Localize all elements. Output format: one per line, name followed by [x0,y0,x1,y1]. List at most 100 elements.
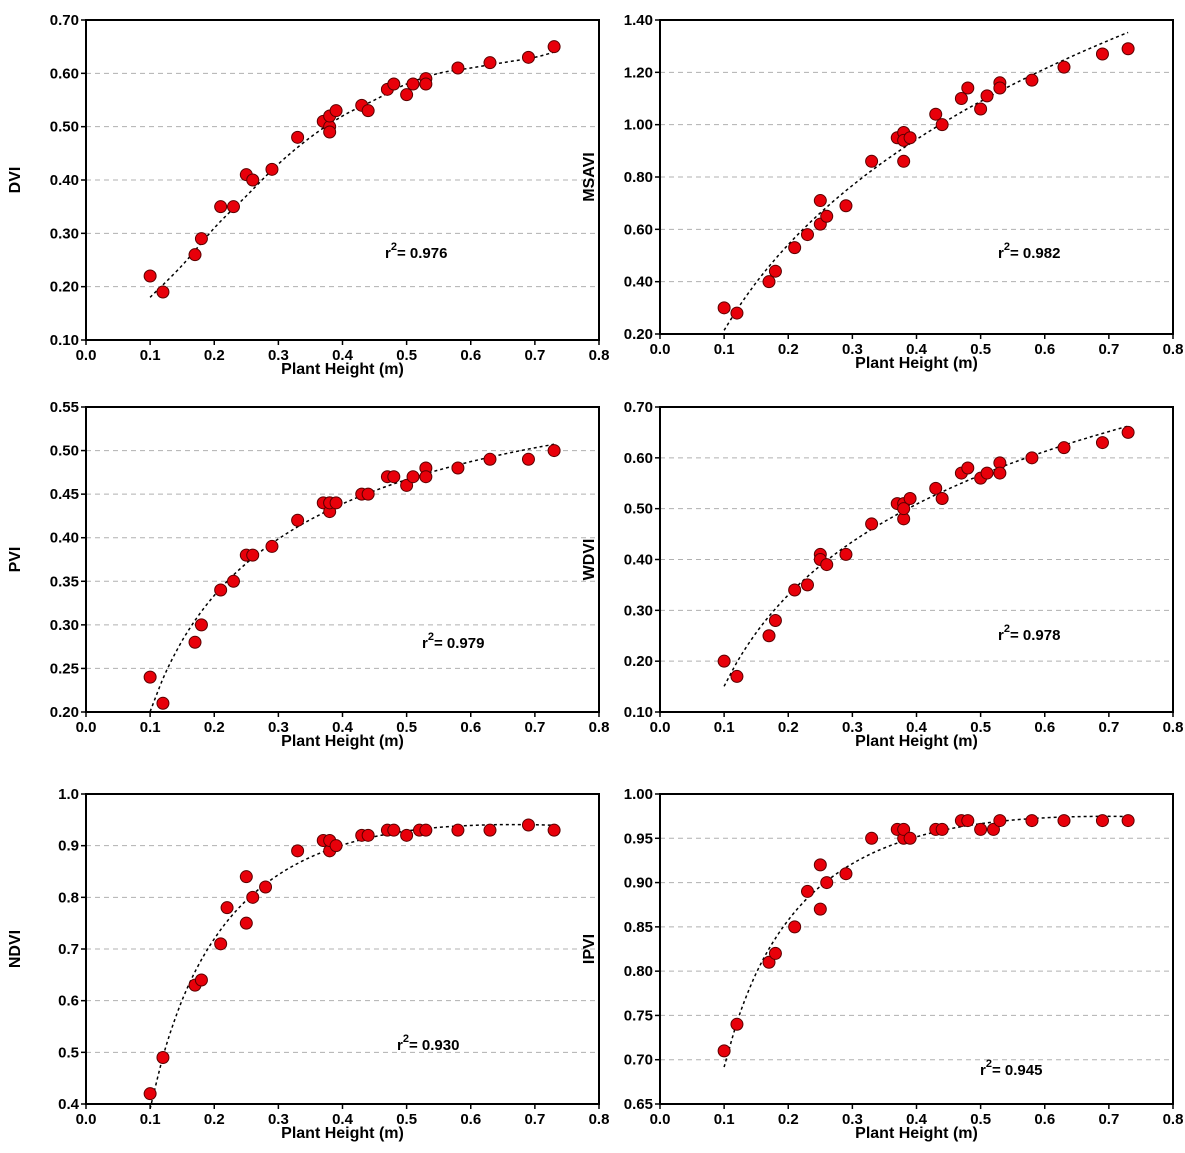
x-tick-label: 0.1 [714,719,735,736]
data-point [961,814,975,828]
data-point [265,162,279,176]
data-point [903,492,917,505]
y-tick-label: 0.30 [624,602,653,619]
data-point [730,1017,744,1031]
data-point [361,828,375,842]
data-point [419,823,433,837]
y-tick-label: 0.80 [624,963,653,980]
data-point [1095,814,1109,828]
r-squared-label: r2= 0.982 [998,241,1060,262]
data-point [419,77,433,91]
y-tick-label: 0.70 [624,1052,653,1069]
y-tick-label: 0.8 [58,889,79,906]
data-point [246,890,260,904]
fit-line [723,425,1129,687]
r-squared-value: = 0.945 [992,1062,1042,1079]
x-tick-label: 0.2 [778,1111,799,1128]
x-tick-label: 0.0 [76,347,97,364]
data-point [226,574,240,588]
data-point [768,614,782,627]
data-point [329,104,343,118]
r-squared-label: r2= 0.978 [998,623,1060,644]
x-tick-label: 0.2 [204,719,225,736]
x-axis-title: Plant Height (m) [281,361,404,378]
data-point [980,466,994,480]
chart-panel-msavi: 0.20 0.40 0.60 0.80 1.00 1.20 1.40 0.0 0.1 0.2 0.3… [581,12,1183,372]
data-point [246,173,260,187]
x-tick-label: 0.1 [140,719,161,736]
y-tick-label: 0.60 [50,65,79,82]
data-point [483,452,497,466]
data-point [451,61,465,75]
data-point [387,77,401,91]
y-tick-label: 0.40 [624,552,653,569]
y-tick-label: 0.20 [624,326,653,343]
data-point [451,823,465,837]
x-tick-label: 0.1 [140,1111,161,1128]
data-point [974,822,988,836]
y-tick-label: 1.0 [58,786,79,803]
r-squared-r: r [998,245,1004,262]
data-point [1121,814,1135,828]
x-tick-label: 0.5 [396,347,417,364]
fit-line [723,31,1129,331]
data-point [820,558,834,572]
data-point [1025,814,1039,828]
data-point [547,444,561,458]
data-point [1025,73,1039,87]
data-point [865,154,879,168]
x-tick-label: 0.4 [332,719,354,736]
x-tick-label: 0.8 [1163,719,1184,736]
data-point [762,955,776,969]
chart-panel-wdvi: 0.10 0.20 0.30 0.40 0.50 0.60 0.70 0.0 0.1 0.2 0.3… [581,399,1183,750]
plot-frame [85,406,600,713]
y-tick-label: 0.50 [624,501,653,518]
y-tick-label: 0.5 [58,1044,79,1061]
y-tick-label: 0.95 [624,830,653,847]
data-point [839,547,853,561]
data-point [993,814,1007,828]
data-point [813,194,827,208]
data-point [400,88,414,102]
data-point [839,199,853,213]
data-point [406,470,420,484]
x-tick-label: 0.8 [1163,1111,1184,1128]
x-tick-label: 0.6 [1034,341,1055,358]
x-tick-label: 0.6 [460,719,481,736]
y-tick-label: 0.35 [50,573,79,590]
y-tick-label: 0.85 [624,919,653,936]
data-point [800,884,814,898]
x-tick-label: 0.6 [1034,1111,1055,1128]
x-tick-label: 0.2 [778,719,799,736]
x-tick-label: 0.8 [589,347,610,364]
y-tick-label: 0.60 [624,450,653,467]
y-axis-title: WDVI [581,539,598,581]
x-tick-label: 0.7 [524,719,545,736]
data-point [762,275,776,289]
data-point [1095,436,1109,450]
data-point [214,937,228,951]
r-squared-exponent: 2 [1004,623,1010,635]
x-tick-label: 0.3 [268,1111,289,1128]
y-tick-label: 0.20 [624,653,653,670]
y-tick-label: 1.40 [624,12,653,29]
y-tick-label: 0.7 [58,941,79,958]
data-point [194,232,208,246]
data-point [194,618,208,632]
r-squared-exponent: 2 [1004,241,1010,253]
x-tick-label: 0.6 [460,347,481,364]
x-axis-title: Plant Height (m) [855,733,978,750]
y-tick-label: 0.75 [624,1007,653,1024]
data-point [239,916,253,930]
x-tick-label: 0.7 [1098,719,1119,736]
x-tick-label: 0.6 [1034,719,1055,736]
x-tick-label: 0.0 [650,719,671,736]
data-point [961,461,975,475]
data-point [935,492,949,505]
data-point [246,548,260,562]
fit-line [149,51,555,298]
data-point [1057,60,1071,74]
data-point [730,669,744,683]
x-tick-label: 0.6 [460,1111,481,1128]
y-tick-label: 0.6 [58,993,79,1010]
